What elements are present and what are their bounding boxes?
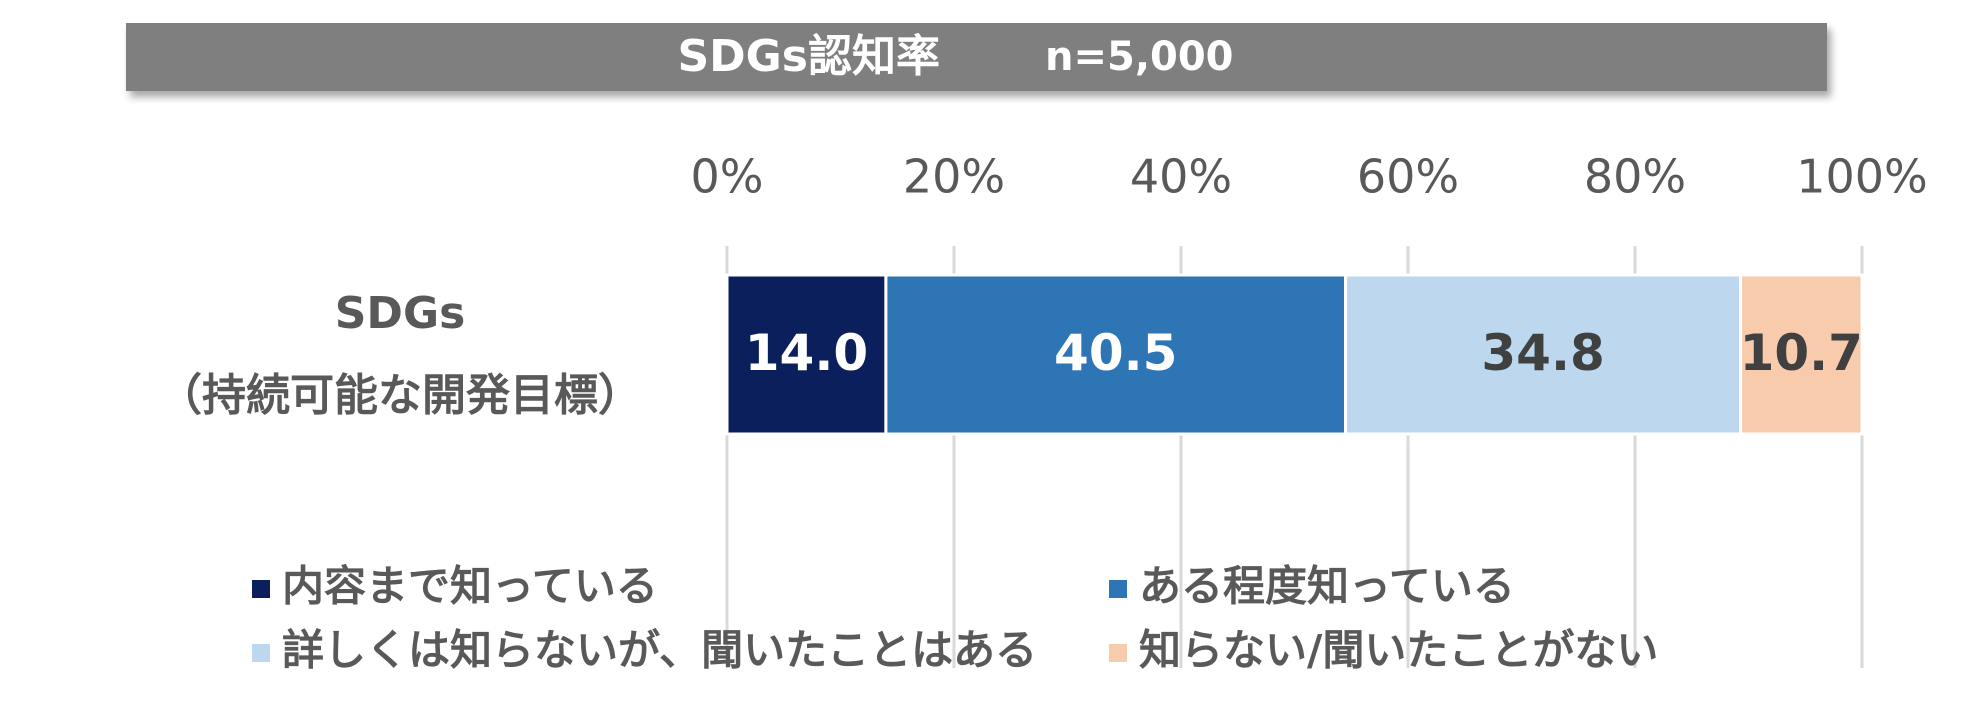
value-label: 34.8	[1481, 324, 1604, 382]
title-banner	[126, 23, 1827, 91]
chart-title: SDGs認知率	[677, 31, 940, 82]
x-tick-label: 20%	[903, 150, 1005, 204]
legend-label: 内容まで知っている	[282, 562, 658, 611]
legend-swatch	[1109, 580, 1127, 598]
x-tick-label: 40%	[1130, 150, 1232, 204]
legend-label: 詳しくは知らないが、聞いたことはある	[282, 626, 1037, 675]
legend-label: ある程度知っている	[1139, 562, 1515, 611]
x-tick-label: 100%	[1796, 150, 1928, 204]
value-label: 40.5	[1054, 324, 1177, 382]
chart-subtitle: n=5,000	[1045, 34, 1234, 80]
legend-label: 知らない/聞いたことがない	[1139, 626, 1658, 675]
bar-segment	[1739, 273, 1864, 436]
value-label: 14.0	[745, 324, 868, 382]
category-label: SDGs （持続可能な開発目標）	[158, 287, 642, 421]
legend-swatch	[252, 644, 270, 662]
legend-swatch	[1109, 644, 1127, 662]
bar-segment	[1344, 273, 1743, 436]
x-tick-label: 0%	[691, 150, 764, 204]
x-tick-label: 80%	[1584, 150, 1686, 204]
bar-segment	[884, 273, 1348, 436]
x-tick-label: 60%	[1357, 150, 1459, 204]
legend-swatch	[252, 580, 270, 598]
value-label: 10.7	[1740, 324, 1863, 382]
